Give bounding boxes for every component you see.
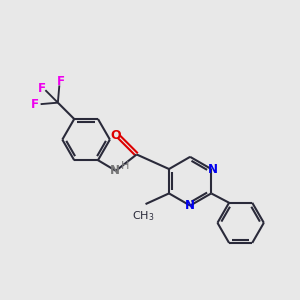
Text: F: F bbox=[31, 98, 39, 111]
Text: F: F bbox=[57, 75, 65, 88]
Text: N: N bbox=[185, 199, 195, 212]
Text: CH$_3$: CH$_3$ bbox=[132, 209, 155, 223]
Text: H: H bbox=[121, 161, 129, 171]
Text: O: O bbox=[110, 129, 121, 142]
Text: F: F bbox=[38, 82, 46, 95]
Text: N: N bbox=[110, 164, 120, 177]
Text: N: N bbox=[208, 163, 218, 176]
